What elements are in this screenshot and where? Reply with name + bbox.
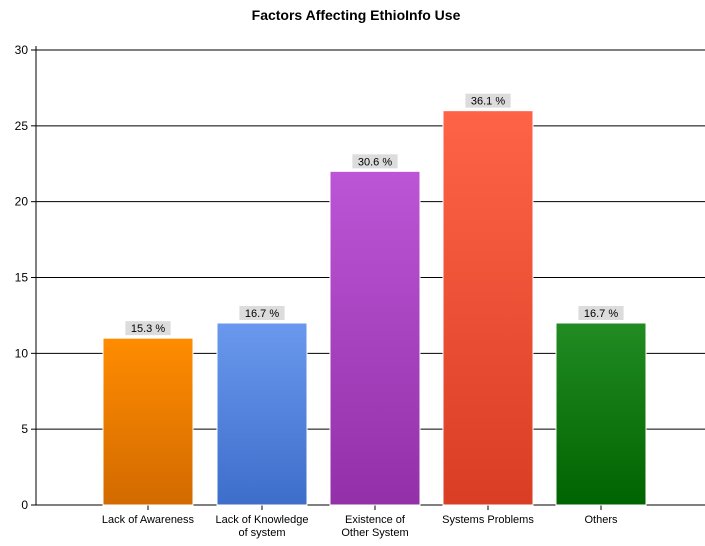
data-label: 16.7 % xyxy=(584,308,618,320)
bar xyxy=(329,170,421,506)
data-labels: 15.3 % 16.7 % 30.6 % 36.1 % 16.7 % xyxy=(125,93,624,336)
bar xyxy=(555,322,647,506)
data-label: 30.6 % xyxy=(358,156,392,168)
y-tick-label: 30 xyxy=(15,43,29,57)
data-label-box xyxy=(578,306,624,320)
x-tick-labels: Lack of Awareness Lack of Knowledge of sys… xyxy=(102,514,618,539)
x-tick-label: Existence of Other System xyxy=(341,514,408,539)
data-label: 36.1 % xyxy=(471,96,505,108)
data-label-box xyxy=(125,321,171,336)
y-tick-label: 5 xyxy=(21,422,28,436)
chart-title: Factors Affecting EthioInfo Use xyxy=(252,7,461,23)
bar xyxy=(442,110,534,506)
x-tick-label: Lack of Awareness xyxy=(102,514,195,526)
y-tick-label: 15 xyxy=(15,271,29,285)
y-tick-label: 25 xyxy=(15,119,29,133)
y-tick-label: 10 xyxy=(15,346,29,360)
data-label-box xyxy=(352,154,398,169)
bars xyxy=(102,110,647,506)
data-label: 15.3 % xyxy=(131,323,165,335)
y-tick-label: 0 xyxy=(21,498,28,512)
data-label-box xyxy=(239,306,285,320)
y-tick-labels: 0 5 10 15 20 25 30 xyxy=(15,43,29,512)
bar xyxy=(216,322,308,506)
bar xyxy=(102,337,194,506)
data-label: 16.7 % xyxy=(245,308,279,320)
x-tick-label: Systems Problems xyxy=(442,514,534,526)
x-tick-label: Lack of Knowledge of system xyxy=(216,514,309,539)
y-tick-label: 20 xyxy=(15,195,29,209)
x-tick-label: Others xyxy=(584,514,618,526)
data-label-box xyxy=(465,93,511,108)
